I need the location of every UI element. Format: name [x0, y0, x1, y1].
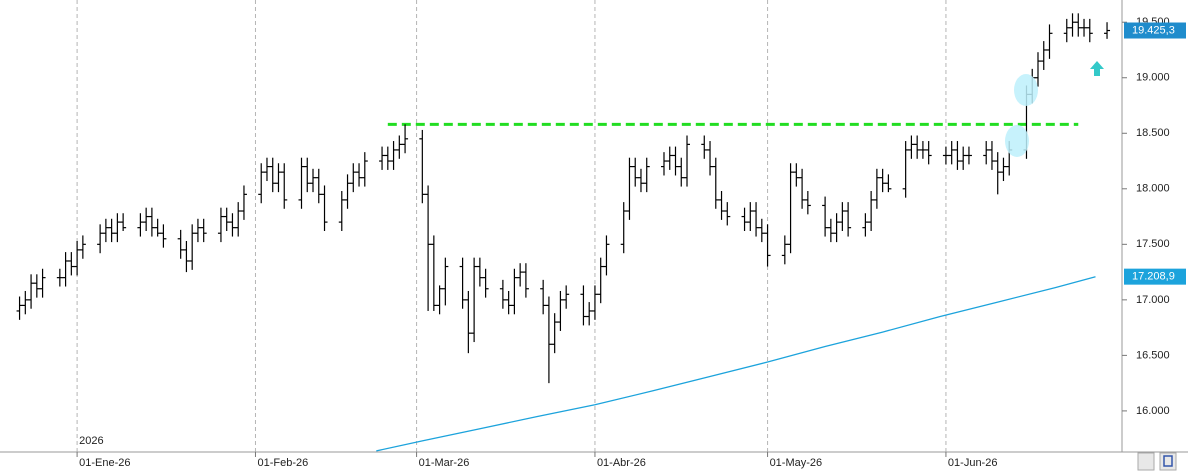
last-price-label: 19.425,3 — [1132, 24, 1175, 36]
up-arrow — [1090, 61, 1104, 76]
y-tick-label: 16.500 — [1136, 349, 1170, 361]
moving-average-value-box — [1124, 268, 1186, 285]
moving-average-line — [376, 276, 1096, 452]
x-tick-label: 01-Abr-26 — [597, 457, 646, 469]
y-tick-label: 17.000 — [1136, 294, 1170, 306]
x-tick-label: 01-Feb-26 — [257, 457, 308, 469]
y-tick-label: 19.000 — [1136, 72, 1170, 84]
highlight-circle — [1005, 125, 1029, 157]
last-price-box — [1124, 22, 1186, 39]
x-tick-label: 01-Ene-26 — [79, 457, 130, 469]
moving-average-value-label: 17.208,9 — [1132, 271, 1175, 283]
highlight-circle — [1014, 74, 1038, 106]
y-tick-label: 18.500 — [1136, 127, 1170, 139]
scroll-button[interactable] — [1137, 452, 1155, 471]
y-tick-label: 17.500 — [1136, 238, 1170, 250]
year-label: 2026 — [79, 435, 103, 447]
x-tick-label: 01-Mar-26 — [419, 457, 470, 469]
plot-area — [16, 0, 1111, 452]
x-tick-label: 01-Jun-26 — [948, 457, 998, 469]
save-icon — [1163, 455, 1173, 467]
y-tick-label: 18.000 — [1136, 183, 1170, 195]
y-tick-label: 16.000 — [1136, 405, 1170, 417]
x-tick-label: 01-May-26 — [770, 457, 823, 469]
